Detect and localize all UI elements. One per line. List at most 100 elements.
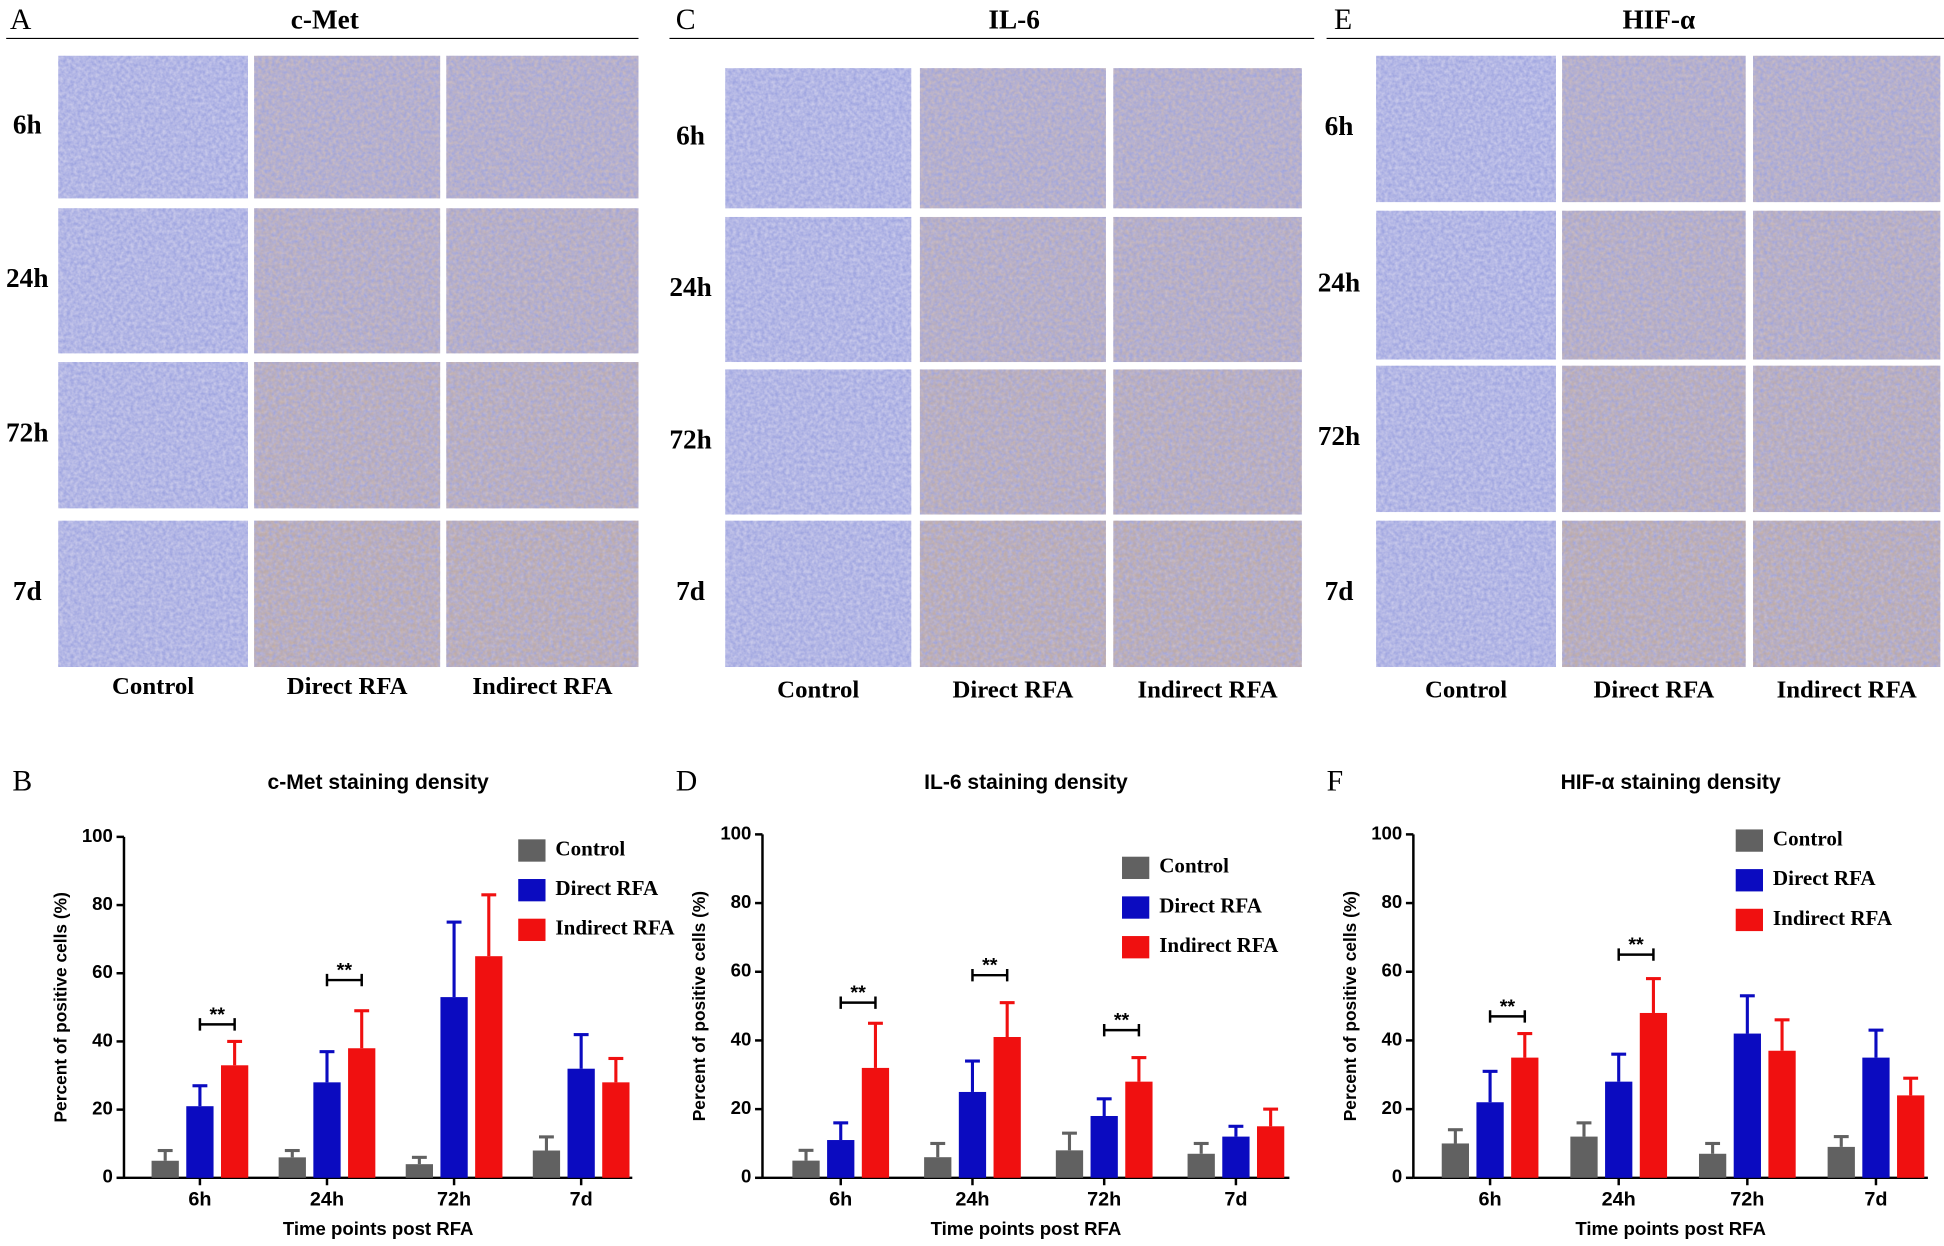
- row-label: 72h: [1318, 421, 1360, 451]
- micrograph-stain: [254, 520, 441, 668]
- legend-swatch: [518, 839, 546, 862]
- micrograph-texture: [58, 520, 248, 668]
- bar: [1862, 1057, 1890, 1178]
- column-label: Direct RFA: [952, 676, 1073, 703]
- bar: [151, 1160, 179, 1178]
- bar: [348, 1048, 376, 1178]
- x-tick-label: 7d: [1864, 1188, 1887, 1210]
- bar: [1125, 1081, 1153, 1178]
- legend-label: Direct RFA: [555, 876, 659, 900]
- significance-label: **: [1114, 1010, 1130, 1032]
- panel-letter: D: [676, 764, 698, 797]
- bar: [993, 1037, 1021, 1178]
- micrograph-texture: [725, 369, 912, 515]
- column-label: Control: [1425, 676, 1507, 703]
- y-tick-label: 0: [741, 1166, 751, 1187]
- y-axis-label: Percent of positive cells (%): [51, 892, 71, 1122]
- legend-label: Direct RFA: [1773, 866, 1877, 890]
- column-label: Indirect RFA: [1777, 676, 1917, 703]
- micrograph-texture: [58, 208, 248, 354]
- micrograph-stain: [446, 520, 639, 668]
- micrograph-stain: [254, 362, 441, 509]
- micrograph-texture: [1376, 55, 1556, 203]
- legend-swatch: [1122, 936, 1150, 959]
- micrograph-stain: [1113, 68, 1302, 209]
- row-label: 72h: [669, 424, 711, 454]
- bar: [278, 1157, 306, 1178]
- legend-swatch: [518, 918, 546, 942]
- bar: [861, 1067, 890, 1178]
- significance-bracket: [325, 973, 363, 987]
- bar: [827, 1140, 855, 1178]
- chart-title: c-Met staining density: [268, 771, 489, 794]
- row-label: 72h: [6, 417, 48, 447]
- significance-bracket: [971, 968, 1009, 982]
- legend-swatch: [518, 879, 546, 902]
- significance-bracket: [839, 996, 877, 1009]
- bar: [1698, 1153, 1727, 1178]
- legend-swatch: [1735, 908, 1763, 932]
- micrograph-stain: [1753, 210, 1941, 360]
- micrograph-stain: [446, 208, 639, 354]
- bar: [313, 1082, 341, 1178]
- x-axis-label: Time points post RFA: [1575, 1218, 1766, 1239]
- y-tick-label: 40: [731, 1028, 752, 1049]
- legend-label: Control: [1773, 826, 1843, 850]
- micrograph-stain: [1753, 520, 1941, 668]
- significance-label: **: [210, 1004, 226, 1026]
- y-tick-label: 0: [1392, 1166, 1402, 1187]
- micrograph-stain: [1113, 369, 1302, 515]
- panel-letter: B: [12, 764, 32, 797]
- legend-swatch: [1122, 856, 1150, 880]
- y-tick-label: 40: [1382, 1028, 1403, 1049]
- micrograph-stain: [1113, 520, 1302, 668]
- micrograph-stain: [446, 362, 639, 509]
- bar: [186, 1106, 214, 1178]
- bar: [1256, 1126, 1285, 1178]
- bar: [1639, 1012, 1668, 1178]
- bar: [1441, 1143, 1470, 1178]
- legend-swatch: [1735, 829, 1763, 852]
- panel-title: IL-6: [988, 5, 1040, 35]
- bar: [1222, 1136, 1250, 1178]
- x-axis-label: Time points post RFA: [931, 1218, 1122, 1239]
- legend-label: Indirect RFA: [1159, 933, 1279, 957]
- significance-label: **: [1628, 934, 1644, 956]
- bar: [1055, 1150, 1084, 1178]
- row-label: 6h: [1325, 111, 1354, 141]
- x-tick-label: 6h: [829, 1188, 852, 1210]
- x-tick-label: 6h: [188, 1188, 211, 1210]
- x-axis-label: Time points post RFA: [283, 1218, 474, 1239]
- bar: [1570, 1136, 1598, 1178]
- bar: [532, 1150, 561, 1178]
- significance-label: **: [1500, 996, 1516, 1018]
- y-tick-label: 80: [92, 893, 113, 914]
- panel-letter: F: [1327, 764, 1344, 797]
- bar: [792, 1160, 820, 1178]
- y-axis-label: Percent of positive cells (%): [1340, 891, 1360, 1121]
- micrograph-texture: [58, 362, 248, 509]
- y-tick-label: 100: [1371, 822, 1402, 843]
- bar: [602, 1082, 630, 1178]
- column-label: Indirect RFA: [472, 673, 612, 700]
- bar: [1768, 1050, 1796, 1178]
- y-tick-label: 80: [1382, 891, 1403, 912]
- row-label: 7d: [1325, 576, 1354, 606]
- micrograph-stain: [919, 369, 1106, 515]
- x-tick-label: 72h: [1087, 1188, 1121, 1210]
- micrograph-stain: [919, 216, 1106, 363]
- micrograph-stain: [919, 68, 1106, 209]
- row-label: 7d: [13, 576, 42, 606]
- legend-label: Control: [1159, 854, 1229, 878]
- x-tick-label: 7d: [1224, 1188, 1247, 1210]
- micrograph-stain: [1562, 520, 1746, 668]
- y-tick-label: 20: [1382, 1097, 1403, 1118]
- micrograph-texture: [1376, 520, 1556, 668]
- micrograph-stain: [1753, 365, 1941, 513]
- row-label: 24h: [669, 272, 711, 302]
- y-tick-label: 60: [731, 960, 752, 981]
- bar: [1187, 1153, 1215, 1178]
- bar: [1511, 1057, 1539, 1178]
